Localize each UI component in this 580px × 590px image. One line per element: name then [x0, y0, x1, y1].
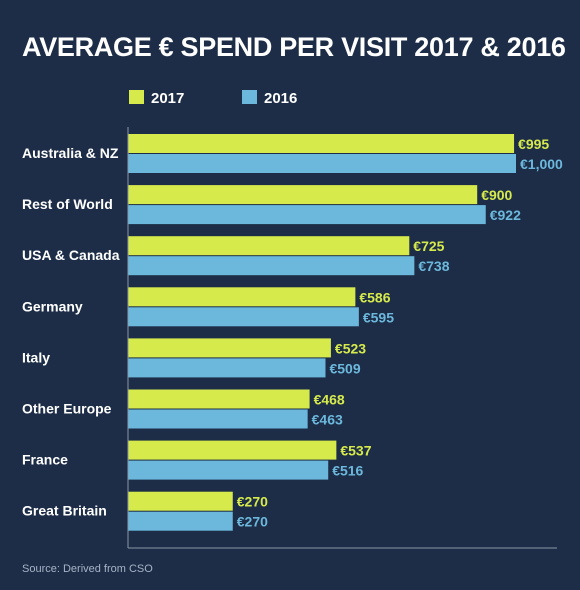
- legend-swatch-2016: [242, 90, 257, 104]
- data-label-2016-great-britain: €270: [237, 514, 268, 530]
- bar-2016-australia-nz: [128, 154, 516, 173]
- bar-2017-australia-nz: [128, 134, 515, 153]
- data-label-2017-germany: €586: [359, 289, 390, 305]
- bar-2016-usa-canada: [128, 256, 415, 276]
- data-label-2017-rest-of-world: €900: [481, 187, 512, 203]
- data-label-2017-italy: €523: [335, 340, 366, 356]
- category-label-australia-nz: Australia & NZ: [22, 145, 119, 161]
- bar-2017-rest-of-world: [128, 185, 478, 205]
- data-label-2017-france: €537: [340, 443, 371, 459]
- bar-2016-great-britain: [128, 511, 233, 531]
- data-label-2016-italy: €509: [329, 360, 360, 376]
- bar-2017-other-europe: [128, 389, 310, 409]
- bar-2016-france: [128, 460, 329, 480]
- data-label-2016-usa-canada: €738: [418, 258, 449, 274]
- data-label-2016-rest-of-world: €922: [490, 207, 521, 223]
- bar-2017-france: [128, 440, 337, 460]
- data-label-2016-germany: €595: [363, 309, 394, 325]
- legend-label-2017: 2017: [151, 90, 184, 107]
- legend-label-2016: 2016: [264, 90, 297, 107]
- plot-area: Australia & NZ €995 €1,000 Rest of World €90…: [22, 134, 563, 531]
- category-label-great-britain: Great Britain: [22, 503, 107, 519]
- bar-2016-italy: [128, 358, 326, 378]
- category-label-italy: Italy: [22, 349, 50, 365]
- bar-2017-italy: [128, 338, 331, 358]
- bar-2016-germany: [128, 307, 359, 327]
- data-label-2017-other-europe: €468: [314, 392, 345, 408]
- legend-swatch-2017: [129, 90, 144, 104]
- data-label-2017-great-britain: €270: [237, 494, 268, 510]
- data-label-2017-usa-canada: €725: [413, 238, 444, 254]
- chart-title: AVERAGE € SPEND PER VISIT 2017 & 2016: [22, 32, 566, 62]
- category-label-rest-of-world: Rest of World: [22, 196, 113, 212]
- data-label-2016-other-europe: €463: [312, 412, 343, 428]
- legend: 2017 2016: [129, 90, 297, 107]
- source-note: Source: Derived from CSO: [22, 563, 153, 575]
- category-label-other-europe: Other Europe: [22, 401, 112, 417]
- bar-2017-germany: [128, 287, 356, 307]
- data-label-2017-australia-nz: €995: [518, 136, 549, 152]
- bar-2017-usa-canada: [128, 236, 410, 256]
- category-label-germany: Germany: [22, 298, 83, 314]
- data-label-2016-australia-nz: €1,000: [520, 156, 563, 172]
- bar-2016-rest-of-world: [128, 205, 486, 225]
- bar-2017-great-britain: [128, 491, 233, 511]
- bar-2016-other-europe: [128, 409, 308, 429]
- category-label-france: France: [22, 452, 68, 468]
- data-label-2016-france: €516: [332, 463, 363, 479]
- category-label-usa-canada: USA & Canada: [22, 247, 120, 263]
